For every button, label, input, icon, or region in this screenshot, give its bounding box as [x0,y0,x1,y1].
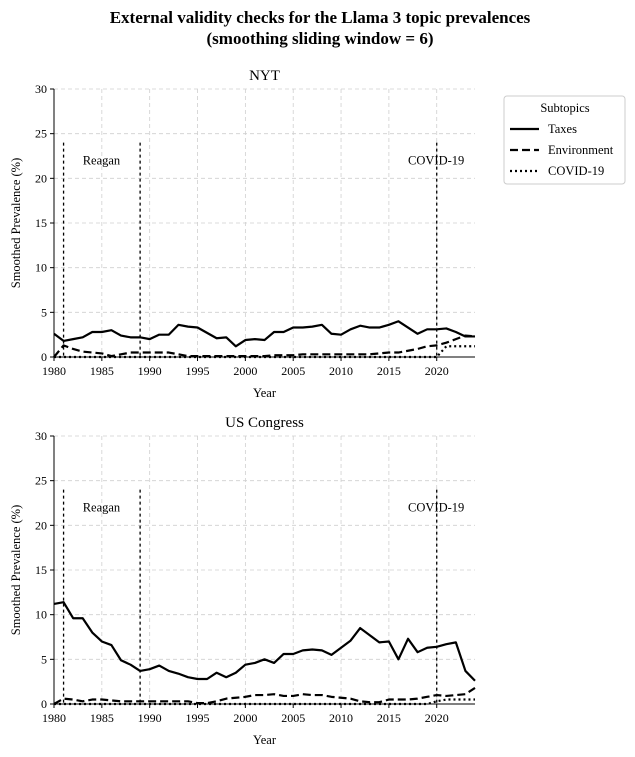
series-line-taxes [53,320,475,348]
y-tick-label: 15 [35,216,47,230]
y-tick-label: 20 [35,518,47,532]
y-tick-label: 5 [41,652,47,666]
legend-label-taxes: Taxes [548,122,577,136]
figure-title-line-1: External validity checks for the Llama 3… [110,8,531,27]
x-tick-label: 1990 [138,364,162,378]
y-tick-label: 25 [35,474,47,488]
x-tick-label: 2010 [329,711,353,725]
legend-title: Subtopics [540,101,589,115]
legend-frame [503,95,626,185]
y-tick-label: 30 [35,82,47,96]
x-tick-label: 2000 [233,364,257,378]
legend-label-environment: Environment [548,143,614,157]
y-axis-label: Smoothed Prevalence (%) [9,505,23,636]
y-tick-label: 30 [35,429,47,443]
series-line-taxes [53,601,476,682]
x-tick-label: 2015 [377,711,401,725]
panel-nyt: Reagan COVID-19 0 5 10 15 20 25 30 1980 1985 1990 19… [9,68,476,400]
x-tick-label: 2005 [281,364,305,378]
series-line-environment [53,686,476,705]
annotation-covid-19: COVID-19 [408,500,464,514]
x-axis-label: Year [253,733,277,747]
x-tick-label: 1980 [42,364,66,378]
y-tick-label: 0 [41,350,47,364]
figure-title-line-2: (smoothing sliding window = 6) [207,29,434,48]
x-tick-label: 1995 [186,364,210,378]
x-tick-label: 2015 [377,364,401,378]
annotation-reagan: Reagan [83,500,121,514]
y-tick-label: 20 [35,171,47,185]
y-axis-label: Smoothed Prevalence (%) [9,158,23,289]
panel-title: NYT [249,68,280,84]
y-tick-label: 25 [35,127,47,141]
legend-label-covid-19: COVID-19 [548,164,604,178]
legend: Subtopics Taxes Environment COVID-19 [503,95,626,185]
x-tick-label: 2020 [425,711,449,725]
y-tick-label: 0 [41,697,47,711]
x-tick-label: 2010 [329,364,353,378]
x-tick-label: 2020 [425,364,449,378]
x-tick-label: 2005 [281,711,305,725]
x-tick-label: 2000 [233,711,257,725]
panel-us-congress: Reagan COVID-19 0 5 10 15 20 25 30 1980 1985 1990 19… [9,415,476,747]
annotation-covid-19: COVID-19 [408,153,464,167]
x-tick-label: 1980 [42,711,66,725]
x-axis-label: Year [253,386,277,400]
annotation-reagan: Reagan [83,153,121,167]
x-tick-label: 1985 [90,711,114,725]
y-tick-label: 10 [35,608,47,622]
y-tick-label: 5 [41,305,47,319]
x-tick-label: 1985 [90,364,114,378]
x-tick-label: 1990 [138,711,162,725]
x-tick-label: 1995 [186,711,210,725]
y-tick-label: 10 [35,261,47,275]
y-tick-label: 15 [35,563,47,577]
panel-title: US Congress [225,415,304,431]
